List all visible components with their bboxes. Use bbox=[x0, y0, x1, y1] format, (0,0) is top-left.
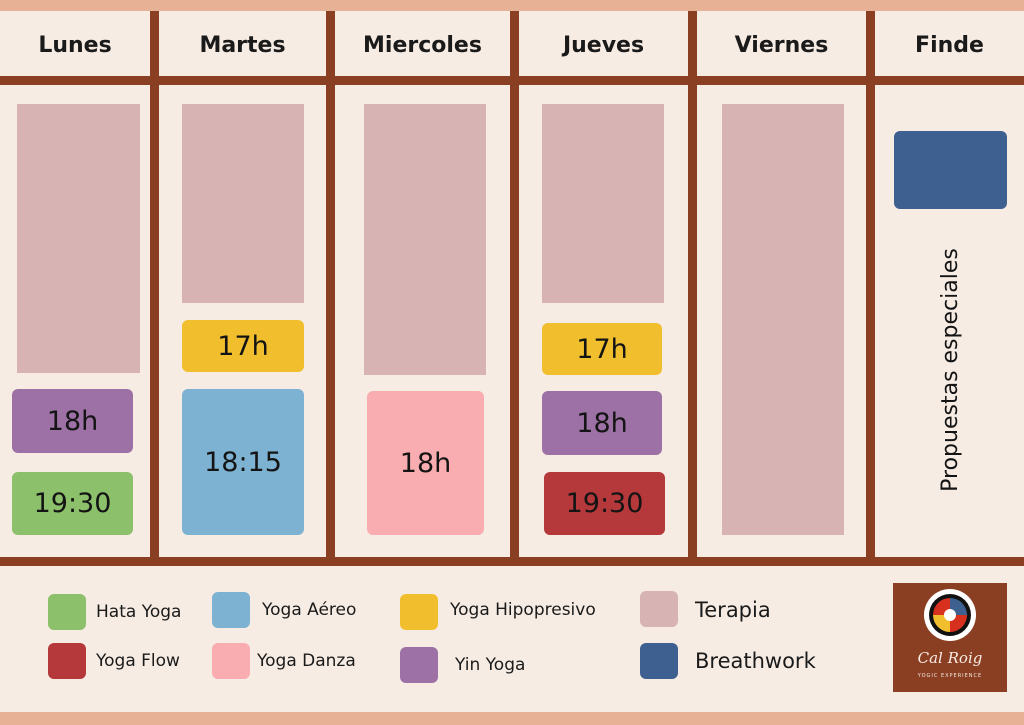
legend-label-terapia: Terapia bbox=[695, 598, 771, 622]
legend-swatch-yoga-danza bbox=[212, 643, 250, 679]
day-header-viernes: Viernes bbox=[734, 32, 829, 58]
hata-yoga-class-lunes: 19:30 bbox=[12, 472, 133, 535]
propuestas-especiales-label: Propuestas especiales bbox=[938, 248, 963, 492]
legend-label-yoga-flow: Yoga Flow bbox=[96, 651, 180, 671]
legend-swatch-yoga-flow bbox=[48, 643, 86, 679]
logo-tagline: YOGIC EXPERIENCE bbox=[917, 673, 983, 679]
bottom-border bbox=[0, 712, 1024, 725]
legend-divider bbox=[0, 557, 1024, 566]
day-header-jueves: Jueves bbox=[562, 32, 645, 58]
header-divider bbox=[0, 76, 1024, 85]
cal-roig-logo: Cal Roig YOGIC EXPERIENCE bbox=[893, 583, 1007, 692]
column-divider bbox=[510, 11, 519, 566]
yin-yoga-class-jueves: 18h bbox=[542, 391, 662, 455]
logo-emblem-icon bbox=[924, 589, 976, 641]
yin-yoga-class-lunes: 18h bbox=[12, 389, 133, 453]
terapia-block-viernes bbox=[722, 104, 844, 535]
terapia-block-miercoles bbox=[364, 104, 486, 375]
legend-swatch-yoga-hipopresivo bbox=[400, 594, 438, 630]
legend-label-yoga-danza: Yoga Danza bbox=[257, 651, 356, 671]
column-divider bbox=[866, 11, 875, 566]
day-header-miercoles: Miercoles bbox=[363, 32, 482, 58]
terapia-block-lunes bbox=[17, 104, 140, 373]
legend-label-hata-yoga: Hata Yoga bbox=[96, 602, 182, 622]
legend-label-yoga-aereo: Yoga Aéreo bbox=[262, 600, 357, 620]
yoga-flow-class-jueves: 19:30 bbox=[544, 472, 665, 535]
legend-label-yin-yoga: Yin Yoga bbox=[455, 655, 526, 675]
column-divider bbox=[150, 11, 159, 566]
logo-name: Cal Roig bbox=[917, 649, 983, 667]
legend-label-breathwork: Breathwork bbox=[695, 649, 816, 673]
column-divider bbox=[688, 11, 697, 566]
yoga-hipopresivo-class-jueves: 17h bbox=[542, 323, 662, 375]
legend-label-yoga-hipopresivo: Yoga Hipopresivo bbox=[450, 600, 596, 620]
day-header-finde: Finde bbox=[915, 32, 984, 58]
legend-swatch-hata-yoga bbox=[48, 594, 86, 630]
yoga-aereo-class-martes: 18:15 bbox=[182, 389, 304, 535]
breathwork-block-finde bbox=[894, 131, 1007, 209]
yoga-danza-class-miercoles: 18h bbox=[367, 391, 484, 535]
top-border bbox=[0, 0, 1024, 11]
legend-swatch-yoga-aereo bbox=[212, 592, 250, 628]
yoga-hipopresivo-class-martes: 17h bbox=[182, 320, 304, 372]
day-header-martes: Martes bbox=[199, 32, 286, 58]
terapia-block-jueves bbox=[542, 104, 664, 303]
column-divider bbox=[326, 11, 335, 566]
terapia-block-martes bbox=[182, 104, 304, 303]
legend-swatch-breathwork bbox=[640, 643, 678, 679]
day-header-lunes: Lunes bbox=[38, 32, 112, 58]
legend-swatch-yin-yoga bbox=[400, 647, 438, 683]
legend-swatch-terapia bbox=[640, 591, 678, 627]
